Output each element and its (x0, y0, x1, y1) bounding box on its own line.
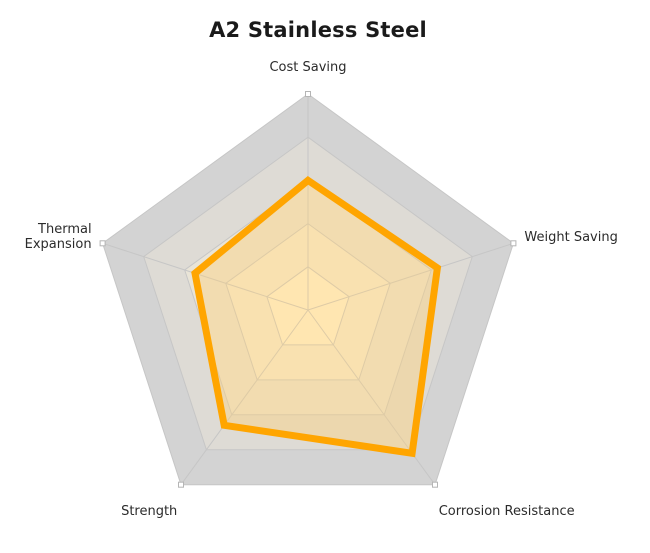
radar-spoke-4 (102, 242, 309, 311)
radar-axis-label-0: Cost Saving (269, 60, 346, 75)
radar-series-area (191, 176, 442, 458)
chart-title: A2 Stainless Steel (209, 18, 427, 42)
radar-axis-tip-0 (305, 91, 311, 97)
radar-spoke-3 (180, 309, 309, 485)
radar-axis-labels: Cost Saving Weight Saving Corrosion Resist… (25, 60, 618, 519)
radar-series (191, 176, 442, 458)
radar-axis-tip-1 (510, 240, 517, 247)
radar-axis-tip-4 (99, 240, 106, 247)
radar-axis-label-4: Thermal Expansion (25, 222, 92, 252)
radar-spokes (99, 91, 517, 488)
radar-axis-tip-2 (432, 481, 438, 488)
radar-spoke-1 (307, 242, 514, 311)
radar-axis-label-3: Strength (121, 504, 177, 519)
radar-axis-tip-3 (178, 481, 184, 488)
radar-axis-label-2: Corrosion Resistance (439, 504, 575, 519)
radar-axis-label-1: Weight Saving (524, 230, 617, 245)
